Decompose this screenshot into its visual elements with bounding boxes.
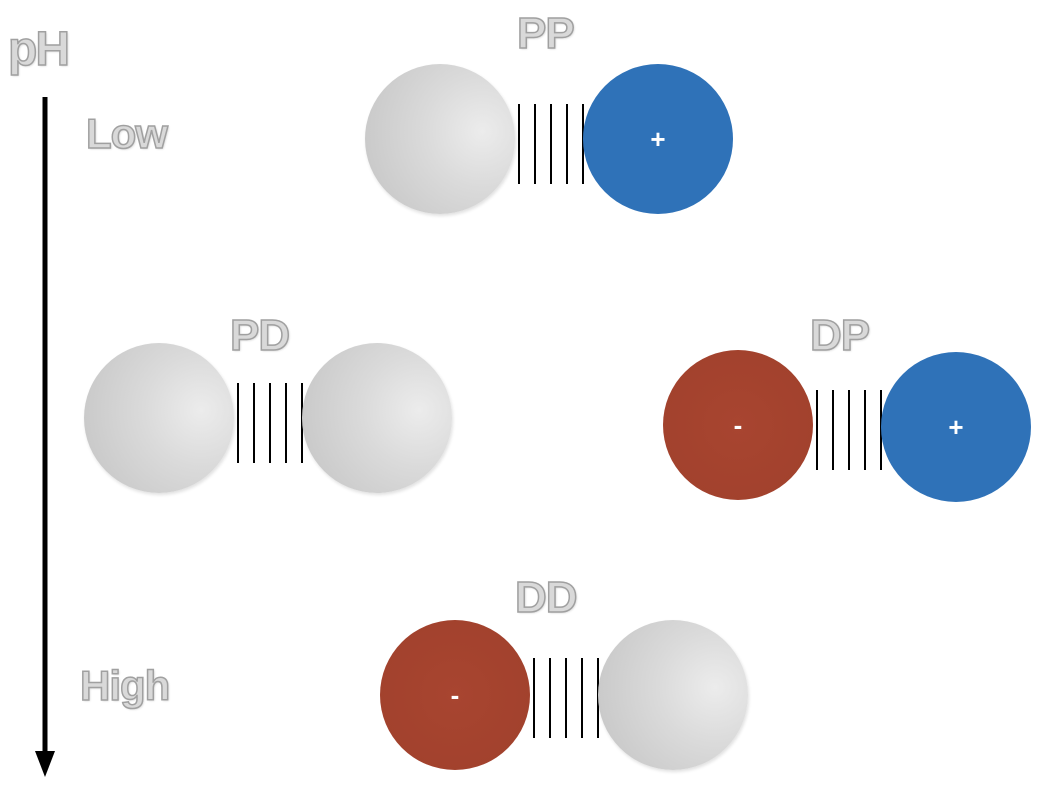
dd-bond-lines xyxy=(533,658,599,738)
dp-right-sphere: + xyxy=(881,352,1031,502)
pd-bond-lines xyxy=(237,383,303,463)
dd-right-sphere xyxy=(598,620,748,770)
dd-left-sphere: - xyxy=(380,620,530,770)
dp-bond-lines xyxy=(816,390,882,470)
pd-left-sphere xyxy=(84,343,234,493)
dp-left-sphere: - xyxy=(663,350,813,500)
high-ph-label: High xyxy=(79,662,171,709)
species-pd-label: PD xyxy=(229,311,291,360)
ph-axis-title: pH xyxy=(7,23,70,76)
ph-axis-arrowhead xyxy=(35,751,55,777)
species-dd-label: DD xyxy=(514,573,578,622)
pp-right-sphere: + xyxy=(583,64,733,214)
pp-left-sphere xyxy=(365,64,515,214)
pd-right-sphere xyxy=(302,343,452,493)
low-ph-label: Low xyxy=(85,110,168,157)
pp-bond-lines xyxy=(518,104,584,184)
species-dp-label: DP xyxy=(809,311,871,360)
species-pp-label: PP xyxy=(516,9,575,58)
